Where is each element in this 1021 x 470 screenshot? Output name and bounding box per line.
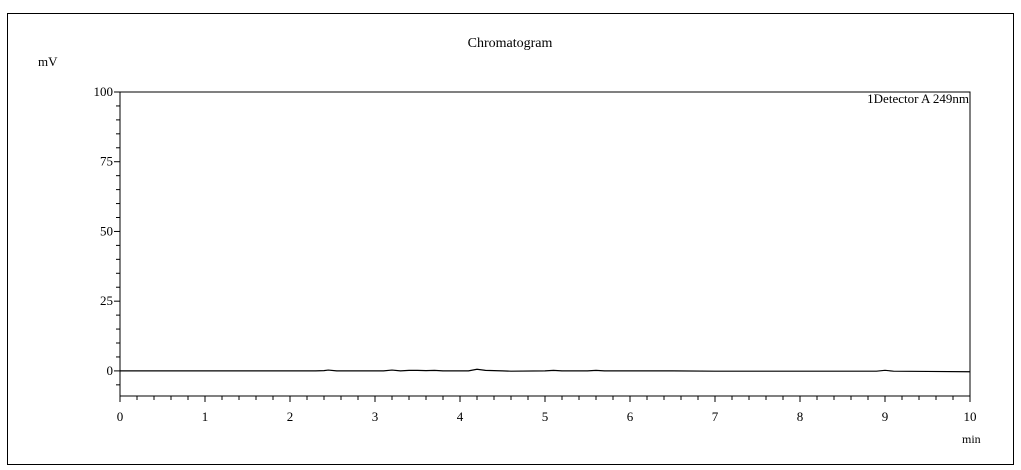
x-tick-label: 4 (457, 409, 464, 424)
x-axis-label: min (962, 432, 981, 446)
chart-title: Chromatogram (468, 36, 553, 51)
x-tick-label: 3 (372, 409, 379, 424)
y-axis-label: mV (38, 54, 58, 69)
y-tick-label: 25 (100, 293, 113, 308)
y-tick-label: 100 (94, 84, 114, 99)
y-tick-label: 0 (107, 363, 114, 378)
x-tick-label: 10 (964, 409, 977, 424)
legend-label: 1Detector A 249nm (867, 91, 969, 106)
x-tick-label: 0 (117, 409, 124, 424)
x-tick-label: 9 (882, 409, 889, 424)
y-tick-label: 50 (100, 223, 113, 238)
y-tick-label: 75 (100, 154, 113, 169)
x-tick-label: 6 (627, 409, 634, 424)
plot-frame (119, 91, 971, 397)
series-line (120, 368, 971, 373)
x-tick-label: 5 (542, 409, 549, 424)
x-tick-label: 2 (287, 409, 294, 424)
x-tick-label: 1 (202, 409, 209, 424)
x-tick-label: 7 (712, 409, 719, 424)
x-tick-label: 8 (797, 409, 804, 424)
